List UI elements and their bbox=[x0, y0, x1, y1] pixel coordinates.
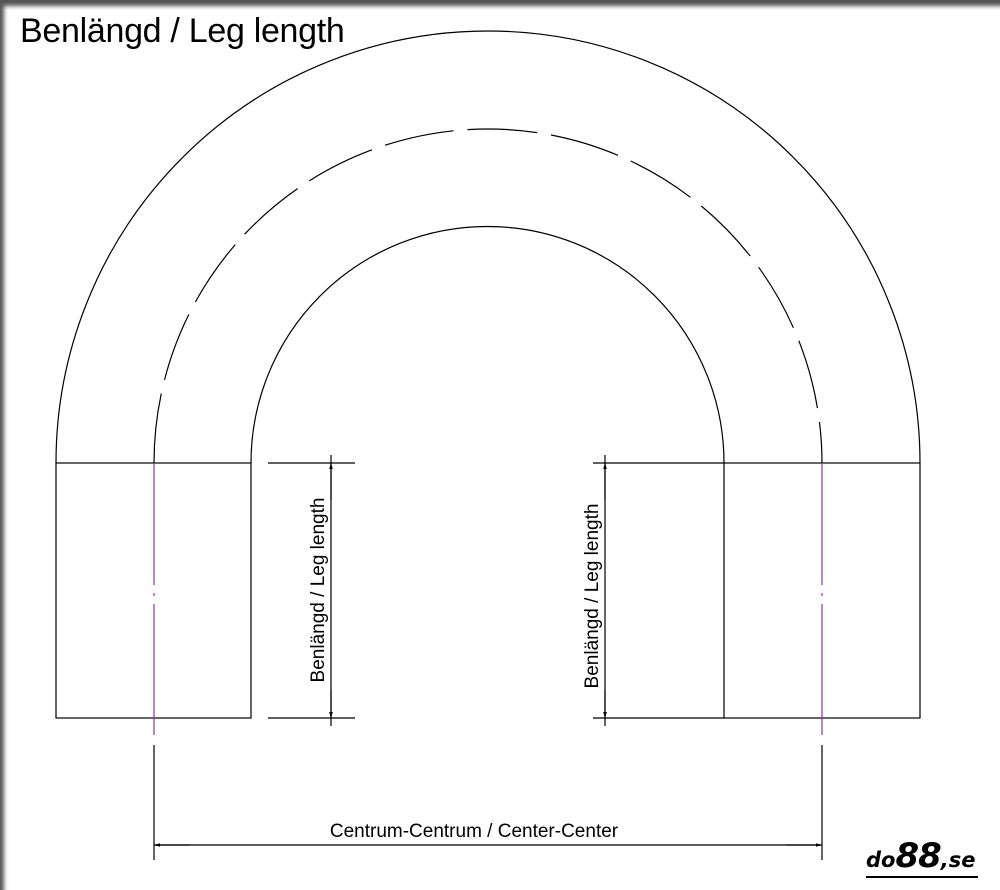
do88-logo: do88,se bbox=[866, 836, 978, 878]
leg-length-label-left: Benlängd / Leg length bbox=[308, 498, 329, 683]
diagram-title: Benlängd / Leg length bbox=[20, 12, 345, 50]
centerline-arc bbox=[153, 128, 823, 464]
leg-length-label-right: Benlängd / Leg length bbox=[582, 504, 603, 689]
outer-arc bbox=[55, 30, 921, 464]
inner-arc bbox=[250, 225, 725, 464]
center-center-label: Centrum-Centrum / Center-Center bbox=[330, 821, 619, 842]
